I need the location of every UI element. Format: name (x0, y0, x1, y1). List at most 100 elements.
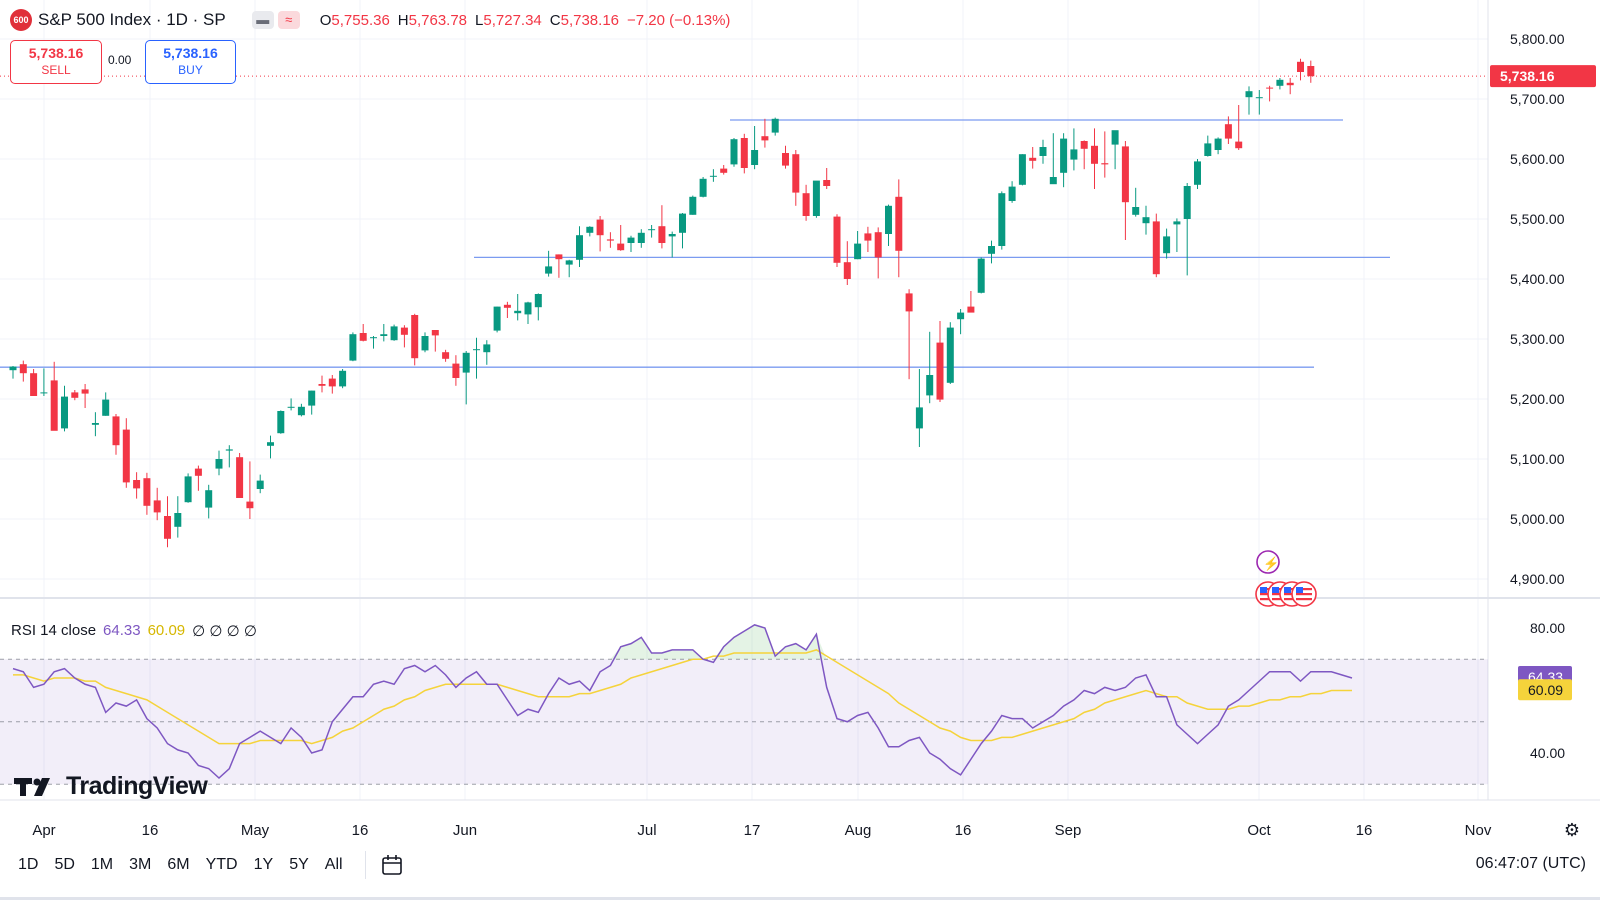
minus-icon[interactable]: ▬ (251, 11, 274, 29)
candle-body[interactable] (112, 416, 120, 446)
candle-body[interactable] (957, 312, 965, 320)
candle-body[interactable] (153, 500, 161, 513)
candle-body[interactable] (885, 205, 892, 234)
rsi-ma-line[interactable] (13, 649, 1352, 745)
candle-body[interactable] (534, 294, 542, 308)
candle-body[interactable] (349, 334, 357, 361)
candle-body[interactable] (988, 246, 995, 254)
candle-body[interactable] (431, 330, 439, 336)
candle-body[interactable] (1121, 146, 1129, 203)
candle-body[interactable] (1070, 149, 1078, 160)
candle-body[interactable] (730, 139, 738, 165)
candle-body[interactable] (277, 411, 285, 434)
candle-body[interactable] (606, 239, 614, 241)
candle-body[interactable] (411, 315, 419, 359)
candle-body[interactable] (1080, 141, 1088, 149)
candle-body[interactable] (576, 235, 583, 260)
candle-body[interactable] (596, 219, 604, 236)
candle-body[interactable] (71, 392, 79, 398)
candle-body[interactable] (297, 406, 305, 416)
candle-body[interactable] (40, 392, 48, 394)
candle-body[interactable] (143, 478, 151, 506)
candle-body[interactable] (61, 396, 68, 429)
range-button-1m[interactable]: 1M (90, 856, 114, 873)
candle-body[interactable] (802, 193, 810, 216)
candle-body[interactable] (854, 243, 862, 260)
candle-body[interactable] (9, 366, 17, 371)
candle-body[interactable] (637, 232, 645, 243)
candle-body[interactable] (390, 326, 398, 341)
candle-body[interactable] (1235, 141, 1243, 149)
range-button-5d[interactable]: 5D (54, 856, 75, 873)
candle-body[interactable] (339, 370, 347, 387)
candle-body[interactable] (256, 480, 264, 489)
candle-body[interactable] (236, 457, 244, 498)
candle-body[interactable] (122, 429, 130, 483)
candle-body[interactable] (586, 226, 594, 233)
candle-body[interactable] (91, 423, 99, 425)
candle-body[interactable] (493, 306, 501, 331)
candle-body[interactable] (915, 407, 923, 429)
candle-body[interactable] (782, 153, 789, 166)
candle-body[interactable] (967, 306, 975, 313)
candle-body[interactable] (617, 243, 625, 251)
utc-clock[interactable]: 06:47:07 (UTC) (1475, 855, 1586, 872)
candle-body[interactable] (359, 333, 367, 341)
candle-body[interactable] (400, 327, 408, 335)
candle-body[interactable] (926, 375, 934, 396)
candle-body[interactable] (720, 168, 728, 173)
candle-body[interactable] (1029, 157, 1037, 161)
candle-body[interactable] (1018, 154, 1026, 185)
candle-body[interactable] (679, 213, 686, 233)
candle-body[interactable] (843, 262, 851, 279)
candle-body[interactable] (1255, 97, 1263, 99)
candle-body[interactable] (864, 233, 872, 241)
candle-body[interactable] (648, 229, 656, 231)
candle-body[interactable] (514, 310, 522, 314)
gear-icon[interactable]: ⚙ (1563, 820, 1580, 840)
candle-body[interactable] (1173, 221, 1181, 225)
candle-body[interactable] (483, 344, 491, 353)
candle-body[interactable] (1049, 177, 1057, 185)
candle-body[interactable] (225, 449, 233, 451)
candle-body[interactable] (946, 327, 954, 383)
candle-body[interactable] (895, 196, 903, 251)
indicator-toggle[interactable]: ▬ ≈ (251, 11, 300, 29)
range-button-6m[interactable]: 6M (167, 856, 190, 873)
candle-body[interactable] (19, 364, 27, 374)
candle-body[interactable] (1297, 61, 1304, 72)
range-button-3m[interactable]: 3M (129, 856, 152, 873)
candle-body[interactable] (1111, 130, 1119, 145)
candle-body[interactable] (977, 258, 985, 293)
candle-body[interactable] (823, 180, 831, 186)
candle-body[interactable] (1214, 138, 1222, 150)
candle-body[interactable] (1101, 163, 1109, 165)
candle-body[interactable] (1183, 186, 1191, 219)
candle-body[interactable] (555, 254, 563, 260)
candle-body[interactable] (81, 389, 89, 394)
candle-body[interactable] (740, 138, 748, 168)
candle-body[interactable] (1286, 82, 1294, 86)
range-button-5y[interactable]: 5Y (289, 856, 309, 873)
candle-body[interactable] (452, 363, 460, 378)
candle-body[interactable] (1091, 145, 1098, 164)
candle-body[interactable] (246, 501, 254, 509)
candle-body[interactable] (1194, 161, 1201, 185)
candle-body[interactable] (370, 337, 377, 339)
range-button-all[interactable]: All (324, 856, 343, 873)
candle-body[interactable] (1307, 66, 1315, 77)
candle-body[interactable] (689, 196, 697, 215)
candle-body[interactable] (328, 378, 336, 387)
sell-button[interactable]: 5,738.16 SELL (10, 40, 102, 84)
candle-body[interactable] (936, 342, 944, 400)
candle-body[interactable] (164, 516, 171, 539)
candle-body[interactable] (308, 390, 316, 406)
candle-body[interactable] (524, 302, 532, 315)
candle-body[interactable] (473, 349, 480, 351)
candle-body[interactable] (215, 459, 223, 469)
range-button-ytd[interactable]: YTD (205, 856, 238, 873)
candle-body[interactable] (1142, 217, 1150, 224)
candle-body[interactable] (1204, 143, 1212, 156)
candle-body[interactable] (1039, 147, 1047, 156)
